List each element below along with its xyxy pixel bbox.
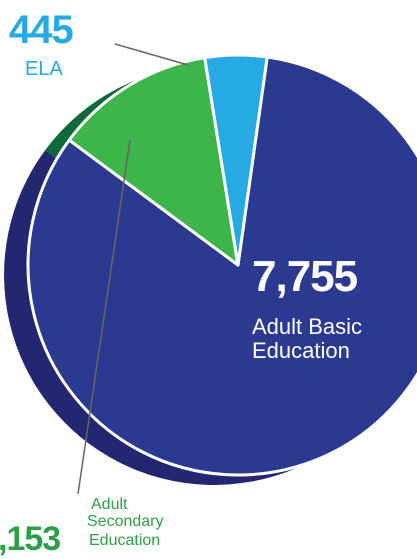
leader-lines	[77, 43, 189, 495]
ase-name-line2: Secondary	[87, 513, 164, 530]
ase-leader-line	[77, 139, 131, 495]
slice-ela	[203, 53, 269, 267]
slice-adult-basic-education	[26, 55, 417, 477]
ela-name-label: ELA	[25, 58, 63, 80]
abe-name-line1: Adult Basic	[252, 314, 363, 339]
ase-name-line3: Education	[89, 532, 161, 549]
ase-name-line1: Adult	[91, 496, 128, 513]
abe-value-label: 7,755	[252, 252, 358, 301]
pie-slices	[26, 53, 417, 477]
slice-adult-secondary-education	[67, 56, 240, 267]
abe-name-line2: Education	[252, 338, 350, 363]
ela-leader-line	[114, 43, 189, 66]
ase-value-label: ,153	[0, 520, 61, 558]
ela-value-label: 445	[9, 8, 74, 52]
